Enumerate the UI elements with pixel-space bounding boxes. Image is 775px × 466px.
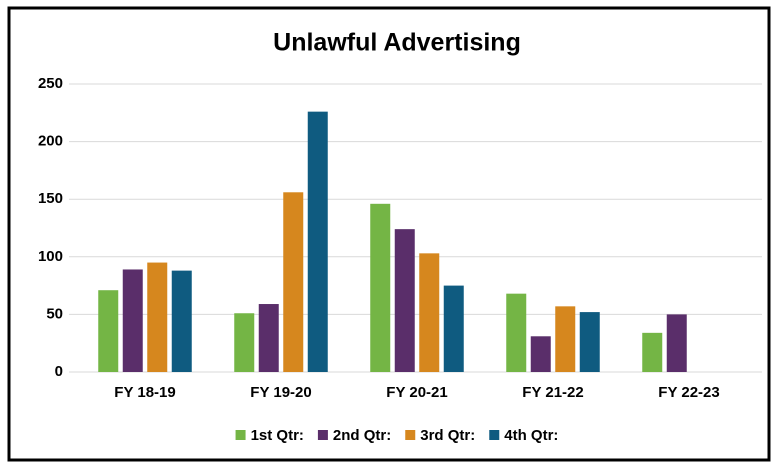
legend-swatch bbox=[405, 430, 416, 440]
bar bbox=[122, 269, 143, 372]
bar bbox=[642, 332, 663, 372]
legend-label: 3rd Qtr: bbox=[420, 427, 475, 444]
y-tick-label: 200 bbox=[38, 133, 63, 150]
legend-label: 2nd Qtr: bbox=[333, 427, 391, 444]
bar bbox=[419, 253, 440, 372]
bar bbox=[666, 314, 687, 372]
bar bbox=[147, 262, 168, 372]
bar bbox=[579, 312, 600, 372]
x-tick-label: FY 19-20 bbox=[250, 384, 311, 401]
y-tick-label: 250 bbox=[38, 75, 63, 92]
bar bbox=[370, 203, 391, 372]
bar bbox=[307, 111, 328, 372]
x-tick-label: FY 18-19 bbox=[114, 384, 175, 401]
bar bbox=[530, 336, 551, 372]
legend-swatch bbox=[317, 430, 328, 440]
bar bbox=[234, 313, 255, 372]
bar bbox=[283, 192, 304, 372]
y-tick-label: 150 bbox=[38, 190, 63, 207]
y-tick-label: 0 bbox=[55, 363, 63, 380]
x-tick-label: FY 21-22 bbox=[522, 384, 583, 401]
y-tick-label: 100 bbox=[38, 248, 63, 265]
bar bbox=[555, 306, 576, 372]
legend-swatch bbox=[235, 430, 246, 440]
bar bbox=[506, 293, 527, 372]
x-tick-label: FY 20-21 bbox=[386, 384, 447, 401]
legend-label: 4th Qtr: bbox=[504, 427, 558, 444]
bar bbox=[443, 285, 464, 372]
legend-swatch bbox=[489, 430, 500, 440]
bar bbox=[171, 270, 192, 372]
bar bbox=[98, 290, 119, 372]
bar bbox=[258, 304, 279, 372]
bar bbox=[394, 229, 415, 372]
x-tick-label: FY 22-23 bbox=[658, 384, 719, 401]
chart-title: Unlawful Advertising bbox=[273, 29, 521, 57]
legend-label: 1st Qtr: bbox=[251, 427, 304, 444]
y-tick-label: 50 bbox=[46, 305, 63, 322]
